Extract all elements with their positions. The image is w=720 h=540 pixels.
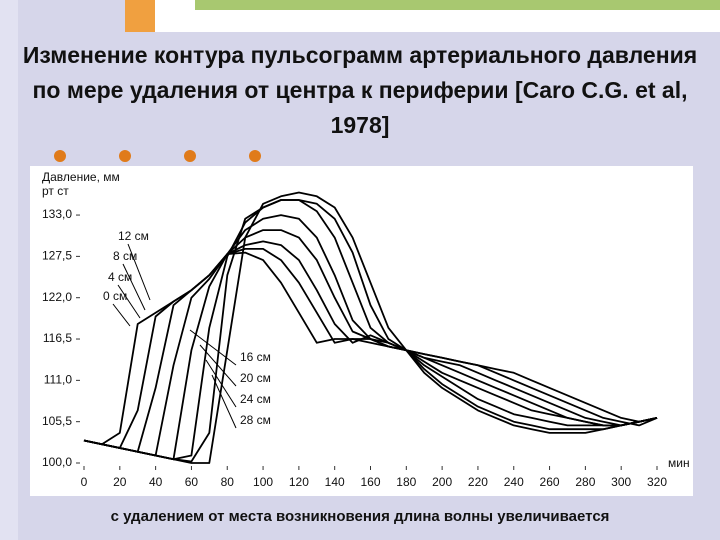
x-tick-label: 160 — [360, 475, 380, 489]
y-tick-label: 111,0 — [44, 373, 73, 387]
series-line — [83, 199, 658, 461]
x-tick-label: 200 — [432, 475, 452, 489]
y-tick-label: 122,0 — [42, 290, 72, 304]
x-tick-label: 320 — [647, 475, 667, 489]
leader-line — [117, 284, 141, 319]
x-tick-label: 140 — [325, 475, 345, 489]
series-label: 8 см — [113, 249, 137, 263]
x-tick-label: 280 — [575, 475, 595, 489]
x-tick-label: 20 — [113, 475, 127, 489]
caption: с удалением от места возникновения длина… — [110, 508, 610, 525]
leader-line — [189, 329, 237, 366]
leader-line — [211, 374, 237, 429]
x-axis-label: мин — [668, 456, 690, 470]
y-tick-label: 116,5 — [43, 331, 72, 345]
bullet — [54, 150, 66, 162]
x-tick-label: 0 — [81, 475, 88, 489]
leader-line — [127, 243, 151, 301]
series-label: 16 см — [240, 350, 271, 364]
y-tick-label: 127,5 — [42, 249, 72, 263]
y-tick-label: 100,0 — [42, 455, 72, 469]
x-tick-label: 60 — [185, 475, 199, 489]
x-tick-label: 40 — [149, 475, 163, 489]
x-tick-label: 100 — [253, 475, 273, 489]
series-line — [83, 240, 658, 453]
series-label: 12 см — [118, 229, 149, 243]
series-line — [83, 214, 658, 461]
x-tick-label: 240 — [504, 475, 524, 489]
series-label: 28 см — [240, 413, 271, 427]
series-label: 20 см — [240, 371, 271, 385]
bullet — [184, 150, 196, 162]
x-tick-label: 220 — [468, 475, 488, 489]
bullet — [119, 150, 131, 162]
y-axis-label: Давление, мм рт ст — [42, 170, 120, 198]
banner-image — [195, 0, 720, 10]
y-tick-label: 105,5 — [42, 414, 72, 428]
leader-line — [199, 344, 237, 387]
x-tick-label: 80 — [221, 475, 235, 489]
slide-title: Изменение контура пульсограмм артериальн… — [22, 42, 698, 138]
x-tick-label: 180 — [396, 475, 416, 489]
left-strip — [0, 0, 18, 540]
series-label: 0 см — [103, 289, 127, 303]
x-tick-label: 300 — [611, 475, 631, 489]
x-tick-label: 120 — [289, 475, 309, 489]
series-label: 24 см — [240, 392, 271, 406]
leader-line — [205, 359, 237, 408]
series-line — [83, 191, 658, 464]
y-tick-label: 133,0 — [42, 207, 72, 221]
bullet — [249, 150, 261, 162]
banner-square — [125, 0, 155, 32]
leader-line — [122, 263, 146, 311]
series-label: 4 см — [108, 270, 132, 284]
chart-panel — [30, 166, 693, 496]
x-tick-label: 260 — [540, 475, 560, 489]
leader-line — [112, 303, 131, 327]
